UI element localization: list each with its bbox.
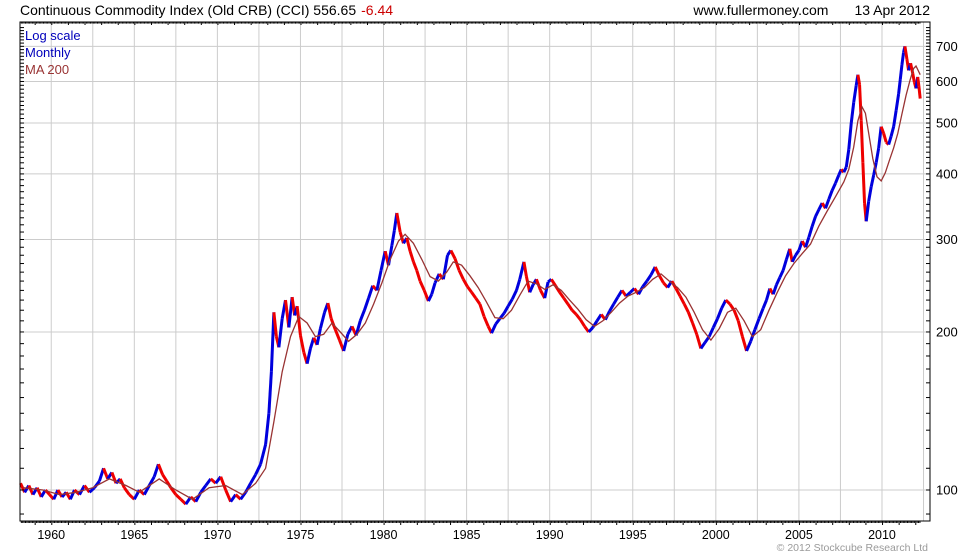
svg-text:100: 100 xyxy=(936,483,958,498)
legend-interval-label: Monthly xyxy=(25,45,71,60)
website-link[interactable]: www.fullermoney.com xyxy=(693,2,829,18)
plot-frame xyxy=(19,21,931,522)
copyright-notice: © 2012 Stockcube Research Ltd xyxy=(776,542,928,554)
svg-text:400: 400 xyxy=(936,166,958,181)
svg-text:600: 600 xyxy=(936,74,958,89)
gridlines xyxy=(20,22,930,521)
ma-line xyxy=(22,64,921,501)
svg-text:1990: 1990 xyxy=(536,528,564,542)
y-axis-labels: 100 200 300 400 500 600 700 xyxy=(936,39,958,498)
svg-text:200: 200 xyxy=(936,324,958,339)
svg-text:2010: 2010 xyxy=(868,528,896,542)
svg-text:1995: 1995 xyxy=(619,528,647,542)
chart-date: 13 Apr 2012 xyxy=(854,2,930,18)
chart-legend: Log scale Monthly MA 200 xyxy=(25,27,81,78)
header-right: www.fullermoney.com 13 Apr 2012 xyxy=(693,2,930,18)
svg-text:1960: 1960 xyxy=(37,528,65,542)
svg-text:700: 700 xyxy=(936,39,958,54)
svg-text:1970: 1970 xyxy=(203,528,231,542)
svg-text:1985: 1985 xyxy=(453,528,481,542)
chart-title-text: Continuous Commodity Index (Old CRB) (CC… xyxy=(20,2,357,18)
legend-ma-label: MA 200 xyxy=(25,62,70,77)
legend-scale-label: Log scale xyxy=(25,28,81,43)
axis-ticks xyxy=(20,22,930,525)
svg-text:1980: 1980 xyxy=(370,528,398,542)
x-axis-labels: 1960 1965 1970 1975 1980 1985 1990 1995 2000 2005… xyxy=(37,528,896,542)
svg-text:1965: 1965 xyxy=(120,528,148,542)
chart-title: Continuous Commodity Index (Old CRB) (CC… xyxy=(20,2,393,18)
svg-text:500: 500 xyxy=(936,116,958,131)
svg-text:1975: 1975 xyxy=(287,528,315,542)
svg-text:2000: 2000 xyxy=(702,528,730,542)
price-change-value: -6.44 xyxy=(361,2,394,18)
svg-text:300: 300 xyxy=(936,232,958,247)
svg-text:2005: 2005 xyxy=(785,528,813,542)
